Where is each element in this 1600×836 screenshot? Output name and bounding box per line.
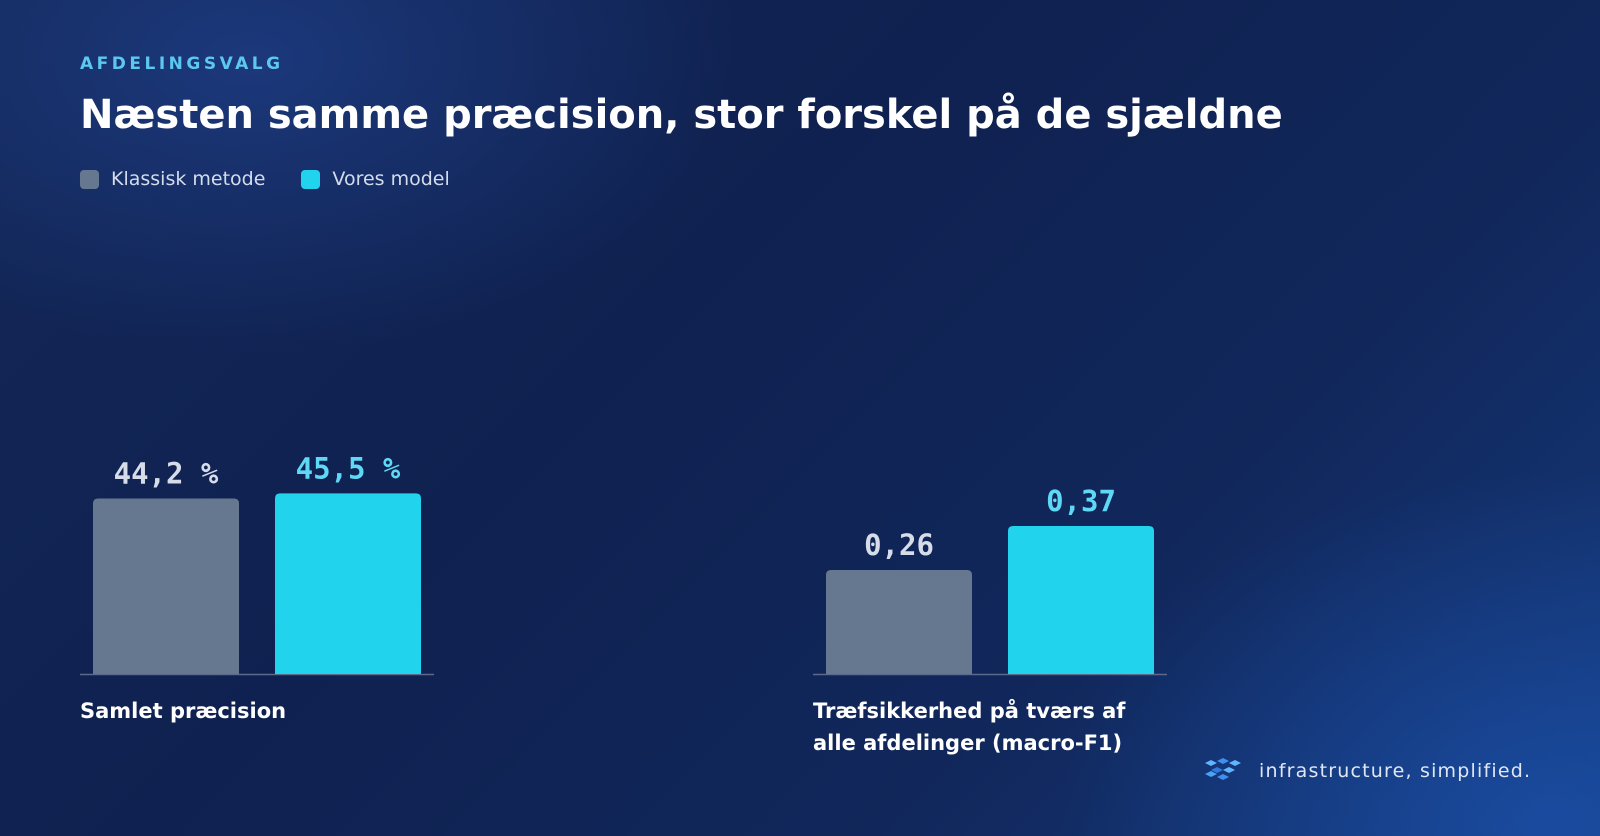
cubes-logo-icon xyxy=(1205,758,1241,780)
chart-1-data-label-model: 0,37 xyxy=(1046,484,1116,518)
legend-swatch-classic xyxy=(80,169,99,189)
chart-1-bar-classic xyxy=(826,570,972,674)
eyebrow-label: AFDELINGSVALG xyxy=(80,54,284,74)
chart-1-category-label: Træfsikkerhed på tværs af xyxy=(813,698,1126,723)
footer-brand: infrastructure, simplified. xyxy=(1203,758,1531,784)
chart-1-data-label-classic: 0,26 xyxy=(864,528,934,562)
chart-0-data-label-classic: 44,2 % xyxy=(114,457,219,491)
footer-tagline: infrastructure, simplified. xyxy=(1259,760,1532,782)
legend-swatch-model xyxy=(301,169,321,189)
chart-0-bar-classic xyxy=(93,498,239,674)
chart-legend: Klassisk metode Vores model xyxy=(80,168,450,190)
chart-0-category-label: Samlet præcision xyxy=(80,699,286,723)
legend-item-model: Vores model xyxy=(301,168,450,190)
legend-label-model: Vores model xyxy=(332,168,450,190)
legend-item-classic: Klassisk metode xyxy=(80,168,265,190)
chart-1-category-label: alle afdelinger (macro-F1) xyxy=(813,731,1122,755)
legend-label-classic: Klassisk metode xyxy=(111,168,266,190)
chart-0-bar-model xyxy=(275,493,421,674)
page-title: Næsten samme præcision, stor forskel på … xyxy=(80,92,1283,138)
chart-0-data-label-model: 45,5 % xyxy=(296,451,401,485)
chart-1-bar-model xyxy=(1008,526,1154,674)
